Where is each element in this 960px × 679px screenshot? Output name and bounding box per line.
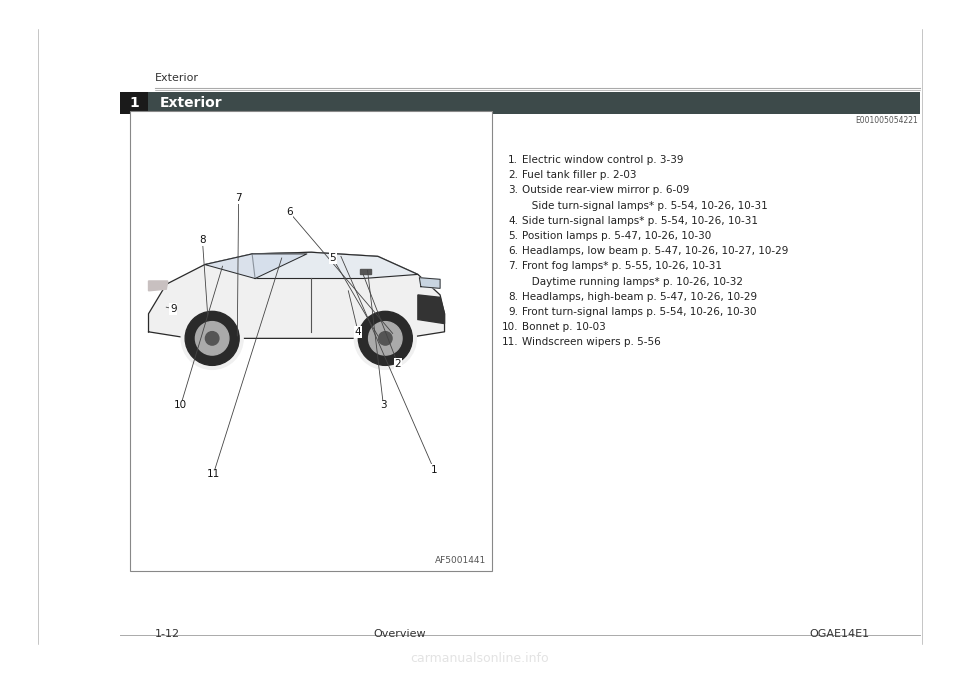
Text: 3: 3	[380, 401, 387, 410]
Text: Headlamps, high-beam p. 5-47, 10-26, 10-29: Headlamps, high-beam p. 5-47, 10-26, 10-…	[522, 292, 757, 301]
Text: 1.: 1.	[508, 155, 518, 165]
Bar	[120, 92, 148, 114]
Circle shape	[196, 322, 228, 355]
Text: 10: 10	[174, 401, 187, 410]
Text: 11.: 11.	[501, 337, 518, 348]
Text: Front turn-signal lamps p. 5-54, 10-26, 10-30: Front turn-signal lamps p. 5-54, 10-26, …	[522, 307, 756, 317]
Text: 5.: 5.	[508, 231, 518, 241]
Text: Exterior: Exterior	[160, 96, 223, 110]
Circle shape	[358, 312, 413, 365]
Text: 6: 6	[286, 207, 293, 217]
Polygon shape	[149, 253, 444, 338]
Circle shape	[378, 331, 392, 345]
Text: OGAE14E1: OGAE14E1	[810, 629, 870, 639]
Text: 8: 8	[199, 235, 205, 245]
Text: 11: 11	[206, 469, 220, 479]
Text: 1: 1	[431, 465, 438, 475]
Text: 8.: 8.	[508, 292, 518, 301]
Text: 9: 9	[170, 304, 177, 314]
Text: Front fog lamps* p. 5-55, 10-26, 10-31: Front fog lamps* p. 5-55, 10-26, 10-31	[522, 261, 722, 272]
Text: Side turn-signal lamps* p. 5-54, 10-26, 10-31: Side turn-signal lamps* p. 5-54, 10-26, …	[522, 216, 758, 226]
Circle shape	[181, 308, 243, 369]
Text: 10.: 10.	[501, 323, 518, 332]
Text: Exterior: Exterior	[155, 73, 199, 83]
Text: 3.: 3.	[508, 185, 518, 196]
Text: Overview: Overview	[373, 629, 426, 639]
Text: Electric window control p. 3-39: Electric window control p. 3-39	[522, 155, 684, 165]
Polygon shape	[360, 269, 371, 274]
Text: 9.: 9.	[508, 307, 518, 317]
Text: Windscreen wipers p. 5-56: Windscreen wipers p. 5-56	[522, 337, 660, 348]
Text: Headlamps, low beam p. 5-47, 10-26, 10-27, 10-29: Headlamps, low beam p. 5-47, 10-26, 10-2…	[522, 246, 788, 256]
Text: Side turn-signal lamps* p. 5-54, 10-26, 10-31: Side turn-signal lamps* p. 5-54, 10-26, …	[522, 200, 768, 210]
Circle shape	[354, 308, 417, 369]
Text: 5: 5	[329, 253, 336, 263]
Text: Fuel tank filler p. 2-03: Fuel tank filler p. 2-03	[522, 170, 636, 180]
Text: Outside rear-view mirror p. 6-09: Outside rear-view mirror p. 6-09	[522, 185, 689, 196]
Text: AF5001441: AF5001441	[435, 556, 486, 565]
Text: 2: 2	[395, 359, 401, 369]
Text: 4: 4	[355, 327, 361, 337]
Bar	[120, 92, 920, 114]
Text: 4.: 4.	[508, 216, 518, 226]
Polygon shape	[149, 281, 168, 291]
Polygon shape	[420, 278, 440, 289]
Text: 1-12: 1-12	[155, 629, 180, 639]
Text: 1: 1	[130, 96, 139, 110]
Text: 2.: 2.	[508, 170, 518, 180]
Text: E001005054221: E001005054221	[855, 116, 918, 125]
Polygon shape	[204, 254, 307, 278]
Bar	[130, 111, 492, 571]
Circle shape	[205, 331, 219, 345]
Polygon shape	[252, 253, 418, 278]
Text: Position lamps p. 5-47, 10-26, 10-30: Position lamps p. 5-47, 10-26, 10-30	[522, 231, 711, 241]
Circle shape	[369, 322, 402, 355]
Text: 7: 7	[235, 194, 242, 204]
Text: Bonnet p. 10-03: Bonnet p. 10-03	[522, 323, 606, 332]
Text: carmanualsonline.info: carmanualsonline.info	[411, 652, 549, 665]
Circle shape	[185, 312, 239, 365]
Text: Daytime running lamps* p. 10-26, 10-32: Daytime running lamps* p. 10-26, 10-32	[522, 276, 743, 287]
Polygon shape	[418, 295, 444, 324]
Text: 6.: 6.	[508, 246, 518, 256]
Text: 7.: 7.	[508, 261, 518, 272]
